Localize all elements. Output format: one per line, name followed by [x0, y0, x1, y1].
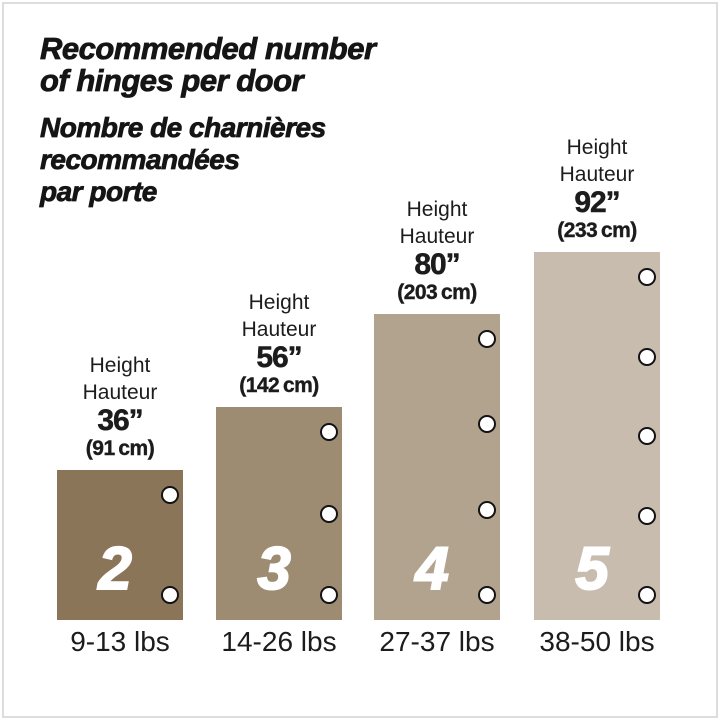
height-label-en: Height [248, 291, 310, 314]
hinge-circle-icon [478, 586, 496, 604]
height-value-inches: 36” [97, 404, 144, 437]
hinge-circle-icon [638, 427, 656, 445]
hinge-circle-icon [320, 586, 338, 604]
height-label-fr: Hauteur [241, 318, 317, 341]
height-value-cm: (91 cm) [85, 437, 155, 460]
hinge-circle-icon [161, 586, 179, 604]
door-height-labels: Height Hauteur 80” (203 cm) [357, 196, 517, 306]
hinge-circle-icon [478, 330, 496, 348]
door-height-labels: Height Hauteur 36” (91 cm) [40, 352, 200, 462]
hinge-count-number: 5 [574, 535, 609, 602]
title-english: Recommended number of hinges per door [40, 31, 377, 98]
height-value-inches: 56” [256, 341, 303, 374]
hinge-circle-icon [478, 415, 496, 434]
height-value-inches: 80” [414, 248, 461, 281]
hinge-circle-icon [478, 500, 496, 519]
door-height-labels: Height Hauteur 92” (233 cm) [517, 134, 677, 244]
hinge-circle-icon [638, 586, 656, 604]
door-height-labels: Height Hauteur 56” (142 cm) [199, 289, 359, 399]
height-label-en: Height [406, 198, 468, 221]
height-label-fr: Hauteur [399, 225, 475, 248]
door-panel: 5 [534, 252, 660, 620]
height-value-cm: (203 cm) [397, 281, 477, 304]
height-value-cm: (233 cm) [557, 219, 637, 242]
height-label-fr: Hauteur [82, 381, 158, 404]
hinge-count-number: 3 [256, 535, 291, 602]
hinge-circle-icon [320, 504, 338, 523]
weight-range-label: 27-37 lbs [379, 626, 495, 657]
hinge-circle-icon [161, 486, 179, 504]
height-label-en: Height [89, 354, 151, 377]
door-panel: 3 [216, 407, 342, 620]
height-value-cm: (142 cm) [239, 374, 319, 397]
weight-range-label: 14-26 lbs [221, 626, 337, 657]
door-panel: 2 [57, 470, 183, 620]
hinge-count-number: 2 [97, 535, 132, 602]
hinge-circle-icon [638, 506, 656, 525]
weight-range-label: 38-50 lbs [539, 626, 655, 657]
height-label-en: Height [566, 136, 628, 159]
title-french: Nombre de charnières recommandées par po… [40, 112, 327, 208]
height-value-inches: 92” [574, 186, 621, 219]
hinge-circle-icon [638, 347, 656, 366]
weight-range-label: 9-13 lbs [70, 626, 170, 657]
hinge-count-number: 4 [414, 535, 449, 602]
door-panel: 4 [374, 314, 500, 620]
hinge-circle-icon [638, 268, 656, 286]
hinge-circle-icon [320, 423, 338, 441]
height-label-fr: Hauteur [559, 163, 635, 186]
